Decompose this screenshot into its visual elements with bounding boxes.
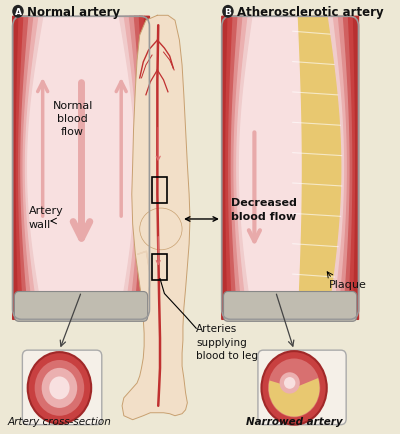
Text: Atherosclerotic artery: Atherosclerotic artery bbox=[237, 6, 383, 19]
Polygon shape bbox=[230, 17, 242, 319]
FancyBboxPatch shape bbox=[222, 17, 358, 319]
FancyBboxPatch shape bbox=[13, 17, 150, 319]
Circle shape bbox=[49, 377, 70, 399]
Text: Decreased
blood flow: Decreased blood flow bbox=[232, 198, 297, 221]
Bar bbox=[152, 254, 167, 280]
Text: Narrowed artery: Narrowed artery bbox=[246, 416, 342, 426]
Polygon shape bbox=[144, 17, 150, 319]
Polygon shape bbox=[26, 17, 136, 319]
Polygon shape bbox=[129, 17, 142, 319]
Text: Artery
wall: Artery wall bbox=[28, 206, 63, 229]
Bar bbox=[152, 178, 167, 204]
Text: Plaque: Plaque bbox=[328, 279, 366, 289]
Polygon shape bbox=[20, 17, 33, 319]
Polygon shape bbox=[238, 17, 301, 319]
Ellipse shape bbox=[284, 377, 296, 389]
Ellipse shape bbox=[280, 372, 300, 394]
Circle shape bbox=[28, 352, 91, 424]
Polygon shape bbox=[328, 17, 345, 319]
Circle shape bbox=[12, 6, 24, 19]
Polygon shape bbox=[338, 17, 350, 319]
Polygon shape bbox=[22, 17, 38, 319]
Polygon shape bbox=[236, 17, 252, 319]
Text: Normal artery: Normal artery bbox=[27, 6, 120, 19]
Circle shape bbox=[262, 352, 327, 425]
Polygon shape bbox=[17, 17, 28, 319]
Wedge shape bbox=[269, 378, 320, 417]
Polygon shape bbox=[124, 17, 140, 319]
Polygon shape bbox=[334, 17, 348, 319]
Text: A: A bbox=[14, 8, 22, 17]
Polygon shape bbox=[222, 17, 227, 319]
Polygon shape bbox=[224, 17, 232, 319]
FancyBboxPatch shape bbox=[22, 350, 102, 425]
Text: Arteries
supplying
blood to leg: Arteries supplying blood to leg bbox=[196, 324, 258, 360]
FancyBboxPatch shape bbox=[224, 292, 357, 322]
Polygon shape bbox=[119, 17, 138, 319]
Polygon shape bbox=[348, 17, 356, 319]
Ellipse shape bbox=[140, 209, 182, 250]
Circle shape bbox=[35, 360, 84, 416]
Polygon shape bbox=[354, 17, 358, 319]
Polygon shape bbox=[15, 17, 23, 319]
Circle shape bbox=[222, 6, 234, 19]
FancyBboxPatch shape bbox=[14, 292, 148, 322]
Polygon shape bbox=[227, 17, 237, 319]
Polygon shape bbox=[24, 17, 43, 319]
Polygon shape bbox=[122, 16, 190, 420]
FancyBboxPatch shape bbox=[258, 350, 346, 425]
Text: Normal
blood
flow: Normal blood flow bbox=[52, 101, 93, 137]
Polygon shape bbox=[134, 17, 145, 319]
Circle shape bbox=[42, 368, 77, 408]
Polygon shape bbox=[233, 17, 247, 319]
Polygon shape bbox=[297, 17, 342, 319]
Text: Artery cross-section: Artery cross-section bbox=[8, 416, 111, 426]
Polygon shape bbox=[13, 17, 18, 319]
Polygon shape bbox=[344, 17, 353, 319]
Circle shape bbox=[268, 358, 320, 418]
Polygon shape bbox=[139, 17, 147, 319]
Text: B: B bbox=[224, 8, 231, 17]
